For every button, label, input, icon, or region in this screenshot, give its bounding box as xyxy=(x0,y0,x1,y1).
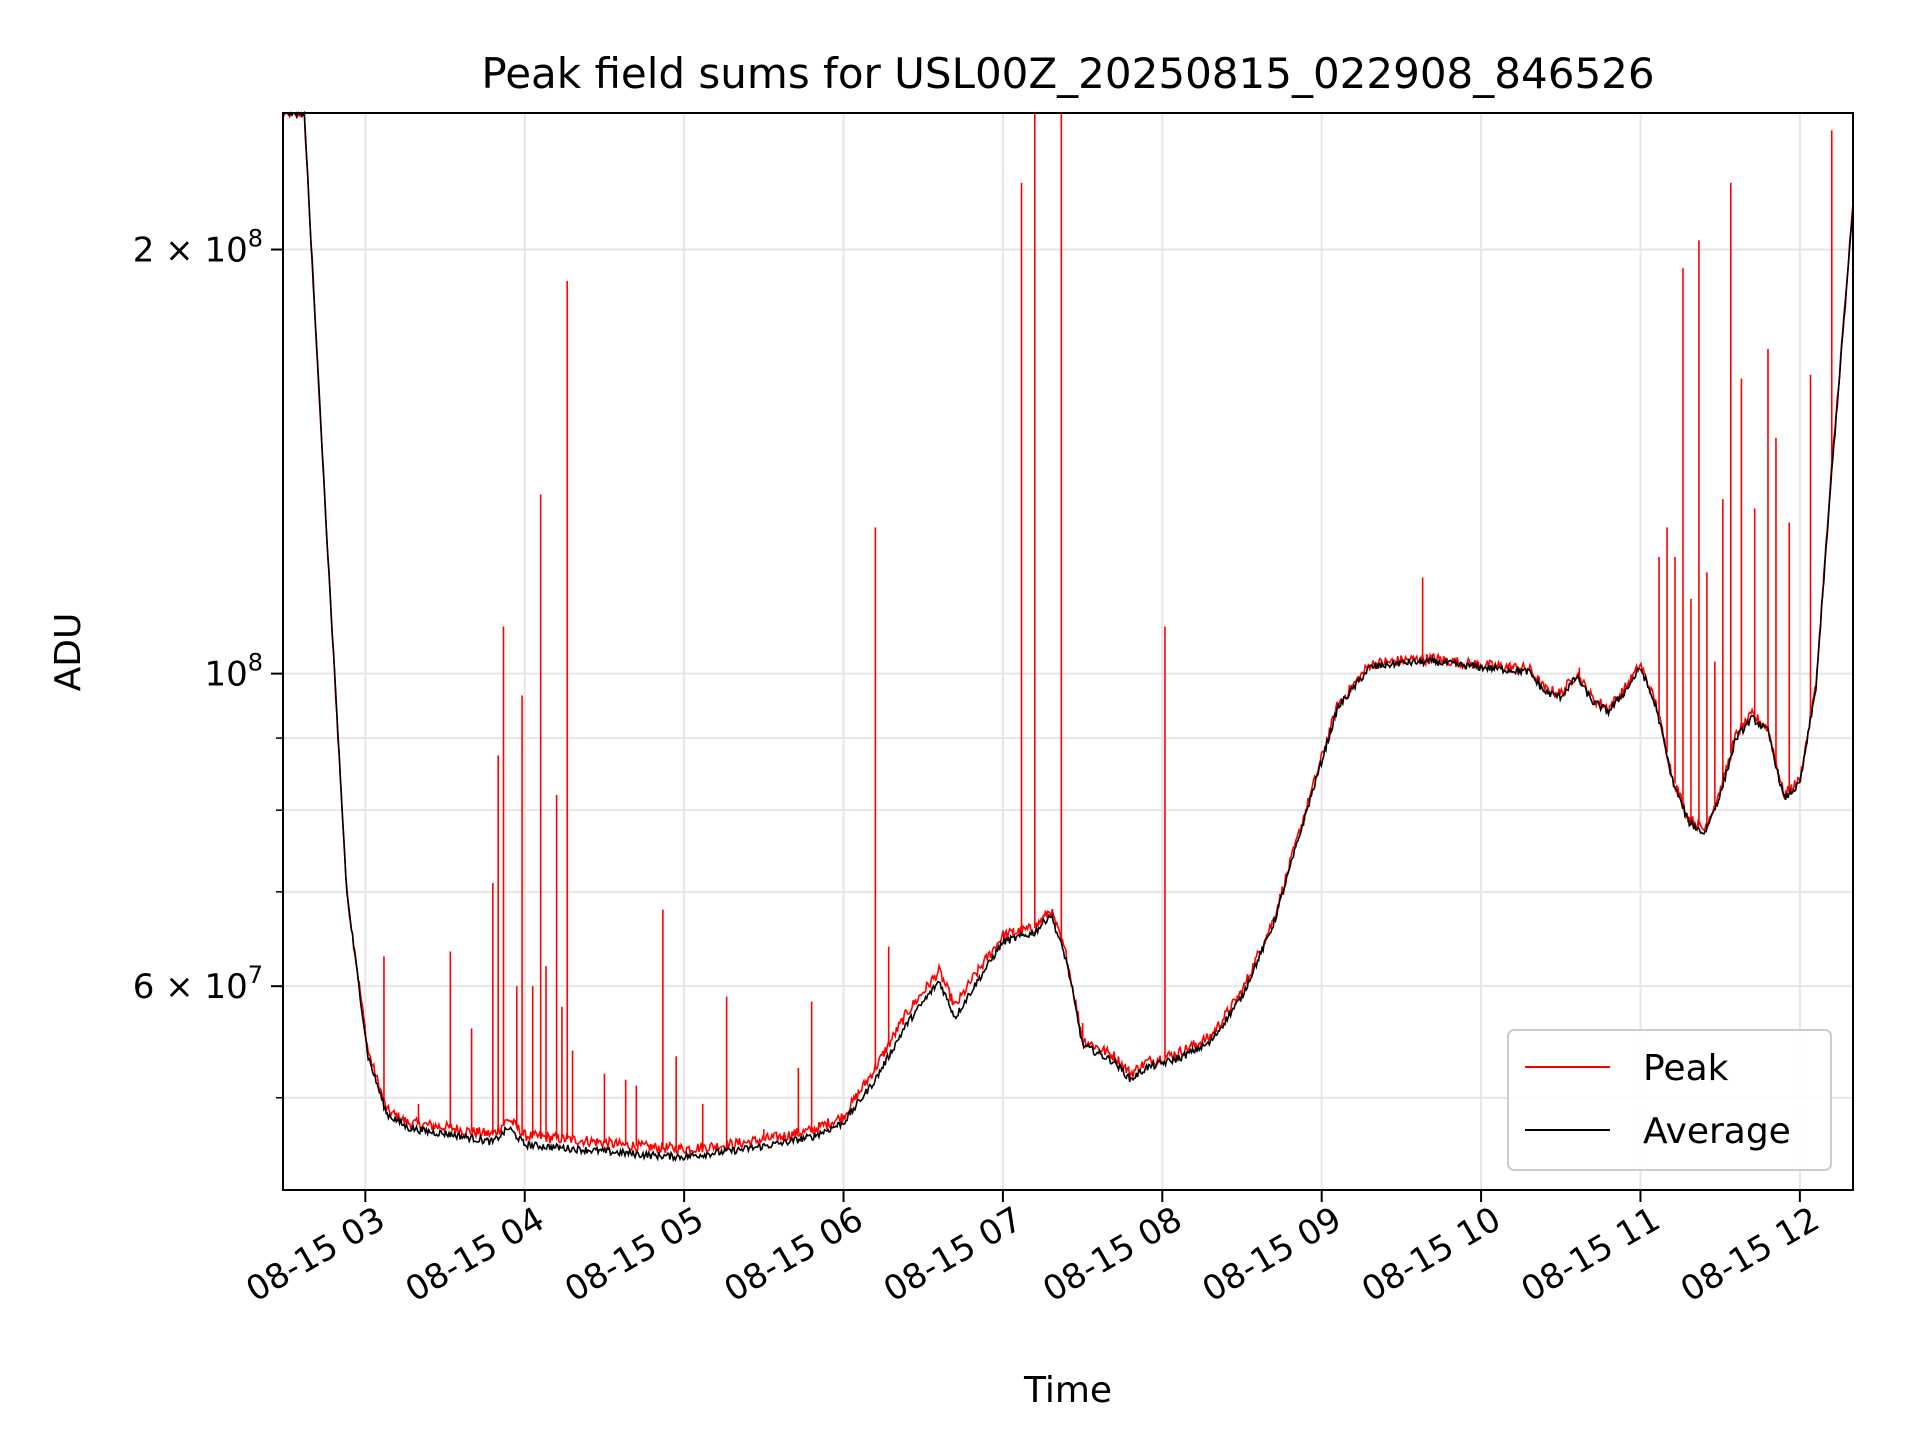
y-tick-exponent: 8 xyxy=(248,649,263,677)
chart-title: Peak field sums for USL00Z_20250815_0229… xyxy=(481,49,1654,98)
series-line-average xyxy=(282,110,1854,1163)
x-axis-label: Time xyxy=(1023,1370,1112,1411)
y-tick-label: 2 × 108 xyxy=(133,225,263,271)
y-tick-mantissa: 2 xyxy=(133,231,155,271)
y-tick-exponent: 8 xyxy=(248,225,263,253)
legend-box xyxy=(1507,1029,1832,1171)
y-tick-label: 108 xyxy=(204,649,263,695)
plot-frame xyxy=(282,112,1854,1191)
y-tick-label: 6 × 107 xyxy=(133,961,263,1007)
y-tick-exponent: 7 xyxy=(248,961,263,989)
y-axis-label: ADU xyxy=(48,613,89,692)
y-axis: 2 × 108 108 6 × 107 xyxy=(133,225,283,1099)
legend-label-average: Average xyxy=(1643,1111,1791,1152)
legend: Peak Average xyxy=(1507,1029,1832,1171)
plot-layer xyxy=(282,110,1854,1163)
legend-label-peak: Peak xyxy=(1643,1048,1729,1089)
y-tick-mantissa: 6 xyxy=(133,967,155,1007)
